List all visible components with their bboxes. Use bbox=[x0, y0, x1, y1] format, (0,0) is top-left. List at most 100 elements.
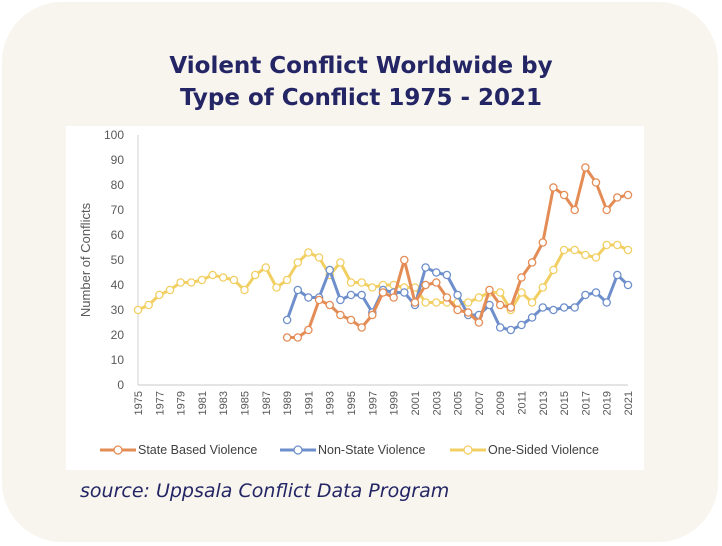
data-point-non-state-violence bbox=[538, 303, 548, 312]
y-axis-title: Number of Conflicts bbox=[78, 202, 93, 317]
y-tick-label: 70 bbox=[111, 203, 125, 217]
data-point-non-state-violence bbox=[549, 305, 558, 315]
data-point-one-sided-violence bbox=[346, 278, 356, 287]
data-point-one-sided-violence bbox=[527, 298, 537, 307]
data-point-one-sided-violence bbox=[218, 273, 228, 282]
data-point-one-sided-violence bbox=[559, 245, 569, 255]
data-point-state-based-violence bbox=[357, 323, 366, 332]
data-point-state-based-violence bbox=[602, 205, 611, 215]
data-point-non-state-violence bbox=[570, 303, 579, 312]
data-point-non-state-violence bbox=[421, 263, 430, 272]
data-point-one-sided-violence bbox=[314, 253, 324, 262]
data-point-state-based-violence bbox=[623, 190, 633, 200]
x-tick-label: 2013 bbox=[538, 391, 550, 415]
data-point-state-based-violence bbox=[613, 193, 622, 202]
data-point-state-based-violence bbox=[527, 258, 537, 267]
data-point-non-state-violence bbox=[559, 303, 569, 312]
x-tick-label: 2017 bbox=[580, 391, 592, 415]
data-point-one-sided-violence bbox=[623, 245, 633, 255]
data-point-state-based-violence bbox=[559, 190, 569, 200]
data-point-state-based-violence bbox=[485, 285, 494, 295]
x-tick-label: 1979 bbox=[176, 391, 188, 415]
chart-title-line-1: Violent Conflict Worldwide by bbox=[169, 53, 553, 79]
data-point-non-state-violence bbox=[602, 298, 611, 307]
data-point-one-sided-violence bbox=[432, 298, 441, 307]
y-tick-label: 90 bbox=[111, 153, 125, 167]
data-point-one-sided-violence bbox=[495, 288, 505, 297]
data-point-state-based-violence bbox=[570, 205, 579, 215]
x-tick-label: 1983 bbox=[218, 391, 230, 415]
legend-marker-non-state-violence bbox=[293, 445, 303, 455]
data-point-non-state-violence bbox=[293, 285, 303, 295]
data-point-non-state-violence bbox=[442, 270, 452, 280]
chart-title-line-2: Type of Conflict 1975 - 2021 bbox=[179, 85, 543, 111]
y-tick-label: 50 bbox=[111, 253, 125, 267]
data-point-state-based-violence bbox=[474, 318, 484, 327]
data-point-state-based-violence bbox=[421, 280, 430, 290]
data-point-non-state-violence bbox=[400, 288, 409, 297]
data-point-non-state-violence bbox=[527, 313, 537, 322]
data-point-one-sided-violence bbox=[272, 283, 281, 292]
data-point-one-sided-violence bbox=[517, 288, 526, 297]
data-point-non-state-violence bbox=[495, 323, 505, 332]
x-tick-label: 1991 bbox=[303, 391, 315, 415]
y-tick-label: 60 bbox=[111, 228, 125, 242]
x-tick-label: 1985 bbox=[240, 391, 252, 415]
data-point-one-sided-violence bbox=[240, 285, 249, 295]
data-point-one-sided-violence bbox=[304, 248, 313, 257]
x-tick-label: 1999 bbox=[389, 391, 401, 415]
data-point-one-sided-violence bbox=[581, 250, 590, 260]
plot-panel: 0 10 20 30 40 50 60 70 80 90 100 1975 1977 1979 1981 19… bbox=[66, 126, 644, 470]
x-tick-label: 1975 bbox=[133, 391, 145, 415]
data-point-one-sided-violence bbox=[293, 258, 303, 267]
data-point-one-sided-violence bbox=[144, 300, 153, 310]
x-tick-label: 2009 bbox=[495, 391, 507, 415]
y-tick-label: 20 bbox=[111, 328, 125, 342]
data-point-state-based-violence bbox=[442, 293, 452, 302]
x-tick-label: 1995 bbox=[346, 391, 358, 415]
data-point-one-sided-violence bbox=[591, 253, 601, 262]
y-tick-label: 80 bbox=[111, 178, 125, 192]
data-point-state-based-violence bbox=[368, 310, 377, 320]
data-point-non-state-violence bbox=[346, 290, 356, 300]
data-point-one-sided-violence bbox=[336, 258, 345, 267]
data-point-one-sided-violence bbox=[250, 270, 260, 280]
y-tick-label: 0 bbox=[117, 378, 124, 392]
x-tick-label: 2001 bbox=[410, 391, 422, 415]
data-point-state-based-violence bbox=[282, 333, 292, 342]
data-point-one-sided-violence bbox=[176, 278, 185, 287]
data-point-one-sided-violence bbox=[570, 245, 579, 255]
data-point-one-sided-violence bbox=[208, 270, 217, 280]
y-tick-label: 40 bbox=[111, 278, 125, 292]
data-point-state-based-violence bbox=[304, 325, 313, 335]
data-point-one-sided-violence bbox=[602, 240, 611, 250]
data-point-non-state-violence bbox=[613, 270, 622, 280]
data-point-one-sided-violence bbox=[197, 275, 207, 285]
data-point-state-based-violence bbox=[538, 238, 548, 247]
x-tick-label: 1993 bbox=[325, 391, 337, 415]
data-point-one-sided-violence bbox=[165, 285, 175, 295]
data-point-state-based-violence bbox=[400, 255, 409, 265]
data-point-state-based-violence bbox=[453, 305, 462, 315]
x-tick-label: 1981 bbox=[197, 391, 209, 415]
data-point-one-sided-violence bbox=[368, 283, 377, 292]
line-chart: 0 10 20 30 40 50 60 70 80 90 100 1975 1977 1979 1981 19… bbox=[78, 128, 635, 457]
data-point-non-state-violence bbox=[336, 295, 345, 305]
data-point-state-based-violence bbox=[378, 288, 388, 297]
data-point-non-state-violence bbox=[432, 268, 441, 277]
data-point-one-sided-violence bbox=[538, 283, 548, 292]
data-point-non-state-violence bbox=[581, 290, 590, 300]
y-tick-label: 30 bbox=[111, 303, 125, 317]
legend-marker-one-sided-violence bbox=[463, 445, 473, 455]
x-tick-label: 2005 bbox=[453, 391, 465, 415]
data-point-one-sided-violence bbox=[463, 298, 473, 307]
x-tick-label: 2007 bbox=[474, 391, 486, 415]
data-point-state-based-violence bbox=[410, 298, 420, 307]
x-tick-label: 1977 bbox=[154, 391, 166, 415]
data-point-one-sided-violence bbox=[549, 265, 558, 275]
data-point-non-state-violence bbox=[282, 315, 292, 325]
x-tick-label: 1987 bbox=[261, 391, 273, 415]
data-point-state-based-violence bbox=[549, 183, 558, 192]
data-point-state-based-violence bbox=[389, 293, 398, 302]
data-point-one-sided-violence bbox=[133, 305, 143, 315]
